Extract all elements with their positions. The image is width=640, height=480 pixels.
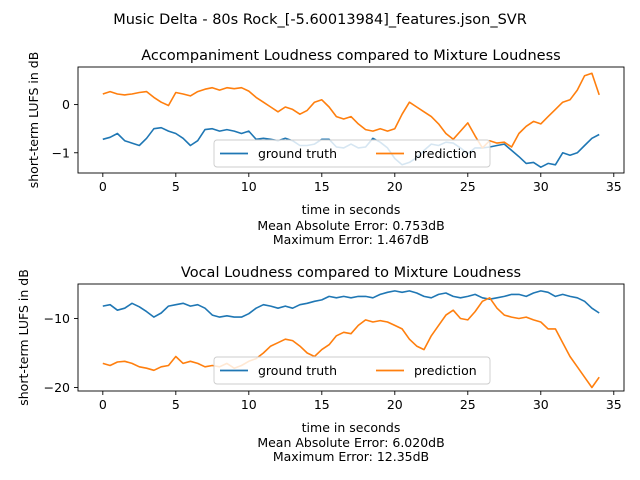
x-tick-label: 0 <box>99 179 107 194</box>
error-summary-line: Maximum Error: 12.35dB <box>273 449 429 464</box>
series-line-ground-truth <box>102 290 600 318</box>
y-axis-label: short-term LUFS in dB <box>16 269 31 406</box>
x-tick-label: 30 <box>533 397 549 412</box>
x-tick-label: 10 <box>241 179 257 194</box>
figure-suptitle: Music Delta - 80s Rock_[-5.60013984]_fea… <box>113 12 527 28</box>
x-axis-label: time in seconds <box>302 420 401 435</box>
series-line-prediction <box>102 72 600 149</box>
x-tick-label: 35 <box>606 397 622 412</box>
y-tick-label: −1 <box>52 145 70 160</box>
x-tick-label: 0 <box>99 397 107 412</box>
chart-legend: ground truth prediction <box>213 356 491 385</box>
legend-label-ground-truth: ground truth <box>258 146 337 161</box>
y-tick-label: 0 <box>62 97 70 112</box>
x-tick-label: 25 <box>460 397 476 412</box>
legend-label-ground-truth: ground truth <box>258 363 337 378</box>
x-tick-label: 5 <box>172 179 180 194</box>
y-axis-label: short-term LUFS in dB <box>26 52 41 189</box>
accompaniment-chart: Accompaniment Loudness compared to Mixtu… <box>26 48 625 247</box>
x-axis-label: time in seconds <box>302 202 401 217</box>
legend-box <box>213 139 491 168</box>
error-summary-line: Mean Absolute Error: 6.020dB <box>257 435 444 450</box>
y-tick-label: −20 <box>44 380 70 395</box>
chart-title: Vocal Loudness compared to Mixture Loudn… <box>181 265 521 281</box>
vocal-chart: Vocal Loudness compared to Mixture Loudn… <box>16 265 625 464</box>
x-tick-label: 35 <box>606 179 622 194</box>
legend-box <box>213 356 491 385</box>
x-tick-label: 10 <box>241 397 257 412</box>
x-tick-label: 30 <box>533 179 549 194</box>
error-summary-line: Maximum Error: 1.467dB <box>273 232 429 247</box>
legend-label-prediction: prediction <box>414 363 477 378</box>
axes-frame <box>77 66 625 174</box>
x-tick-label: 25 <box>460 179 476 194</box>
x-tick-label: 20 <box>387 179 403 194</box>
chart-legend: ground truth prediction <box>213 139 491 168</box>
x-tick-label: 15 <box>314 397 330 412</box>
x-tick-label: 15 <box>314 179 330 194</box>
y-tick-label: −10 <box>44 311 70 326</box>
legend-label-prediction: prediction <box>414 146 477 161</box>
x-tick-label: 5 <box>172 397 180 412</box>
axes-frame <box>77 283 625 392</box>
chart-title: Accompaniment Loudness compared to Mixtu… <box>141 48 560 64</box>
x-tick-label: 20 <box>387 397 403 412</box>
error-summary-line: Mean Absolute Error: 0.753dB <box>257 218 444 233</box>
series-line-prediction <box>102 296 600 389</box>
